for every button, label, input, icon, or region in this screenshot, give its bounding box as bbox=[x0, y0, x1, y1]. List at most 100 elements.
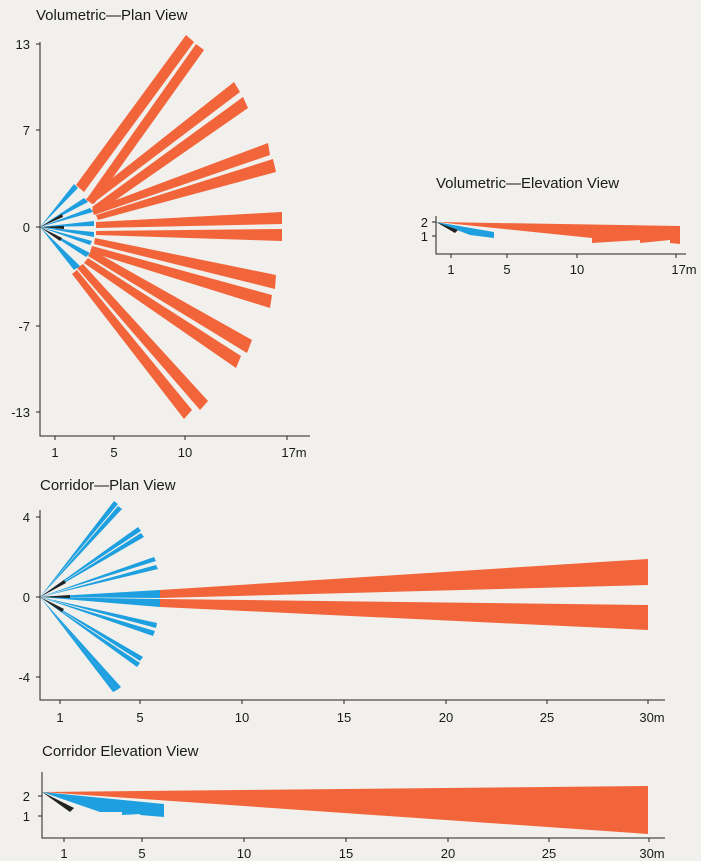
volumetric-elevation-title: Volumetric—Elevation View bbox=[436, 175, 619, 192]
x-tick-label: 10 bbox=[570, 262, 584, 277]
volumetric-plan-dark-beams bbox=[40, 214, 64, 241]
y-tick-label: 2 bbox=[421, 215, 428, 230]
y-tick-label: 2 bbox=[23, 789, 30, 804]
y-tick-label: 7 bbox=[23, 123, 30, 138]
beam-blue bbox=[40, 198, 88, 227]
x-tick-label: 10 bbox=[235, 710, 249, 725]
y-tick-label: 13 bbox=[16, 37, 30, 52]
beam-orange bbox=[77, 264, 208, 410]
beam-blue bbox=[40, 597, 155, 636]
beam-dark bbox=[40, 214, 63, 227]
x-tick-label: 10 bbox=[178, 445, 192, 460]
x-tick-label: 10 bbox=[237, 846, 251, 861]
beam-orange bbox=[96, 212, 282, 228]
beam-blue bbox=[40, 501, 118, 597]
corridor-elevation-orange-beam bbox=[42, 786, 648, 834]
beam-orange bbox=[90, 246, 272, 308]
beam-blue bbox=[40, 533, 144, 597]
corridor-elevation-dark-beam bbox=[42, 792, 74, 812]
y-tick-label: -4 bbox=[18, 670, 30, 685]
corridor-plan-axes bbox=[39, 510, 665, 701]
elevation-blue-beam bbox=[436, 222, 494, 238]
x-tick-label: 20 bbox=[439, 710, 453, 725]
beam-orange bbox=[86, 44, 204, 204]
volumetric-plan-blue-beams bbox=[40, 184, 94, 270]
beam-dark bbox=[40, 595, 70, 598]
beam-blue bbox=[40, 597, 143, 661]
corridor-plan-dark-beams bbox=[40, 580, 70, 612]
beam-blue bbox=[40, 565, 158, 597]
x-tick-label: 1 bbox=[51, 445, 58, 460]
beam-orange bbox=[92, 143, 270, 215]
x-tick-label: 5 bbox=[138, 846, 145, 861]
elevation-dark-beam bbox=[436, 222, 458, 233]
beam-blue bbox=[40, 208, 93, 227]
volumetric-plan-x-ticks: 1 5 10 17m bbox=[51, 436, 307, 460]
beam-orange bbox=[96, 159, 276, 220]
corridor-elevation-title: Corridor Elevation View bbox=[42, 743, 199, 760]
x-tick-label: 17m bbox=[671, 262, 696, 277]
beam-blue bbox=[40, 597, 117, 692]
beam-orange bbox=[96, 229, 282, 241]
x-tick-label: 15 bbox=[339, 846, 353, 861]
corridor-orange-lower-beam bbox=[160, 599, 648, 630]
corridor-orange-upper-beam bbox=[160, 559, 648, 598]
x-tick-label: 5 bbox=[136, 710, 143, 725]
beam-blue bbox=[40, 557, 156, 597]
y-tick-label: -13 bbox=[11, 405, 30, 420]
y-tick-label: 1 bbox=[421, 229, 428, 244]
x-tick-label: 5 bbox=[503, 262, 510, 277]
beam-blue bbox=[40, 597, 121, 690]
corridor-plan-title: Corridor—Plan View bbox=[40, 477, 176, 494]
volumetric-plan-y-ticks: 13 7 0 -7 -13 bbox=[11, 37, 40, 420]
beam-blue bbox=[40, 597, 160, 607]
y-tick-label: 1 bbox=[23, 809, 30, 824]
x-tick-label: 25 bbox=[542, 846, 556, 861]
beam-orange bbox=[84, 258, 241, 368]
beam-orange bbox=[86, 82, 240, 204]
beam-orange bbox=[92, 97, 248, 213]
beam-dark bbox=[40, 597, 64, 612]
beam-orange bbox=[72, 270, 192, 419]
elevation-orange-beam bbox=[436, 222, 680, 244]
corridor-plan-blue-beams bbox=[40, 501, 160, 692]
corridor-elevation-axes bbox=[41, 772, 665, 839]
volumetric-plan-y-axis bbox=[39, 42, 310, 437]
beam-orange bbox=[94, 238, 276, 289]
volumetric-plan-orange-beams bbox=[72, 35, 282, 419]
y-tick-label: 0 bbox=[23, 590, 30, 605]
x-tick-label: 1 bbox=[447, 262, 454, 277]
y-tick-label: 0 bbox=[23, 220, 30, 235]
beam-orange bbox=[76, 35, 194, 192]
x-tick-label: 30m bbox=[639, 710, 664, 725]
volumetric-elevation-panel: 2 1 1 5 10 17m bbox=[421, 215, 697, 277]
beam-blue bbox=[40, 227, 94, 237]
beam-dark bbox=[40, 580, 66, 597]
beam-blue bbox=[40, 597, 157, 628]
corridor-elevation-blue-beam bbox=[42, 792, 164, 817]
y-tick-label: -7 bbox=[18, 319, 30, 334]
y-tick-label: 4 bbox=[23, 510, 30, 525]
beam-blue bbox=[40, 597, 140, 667]
beam-blue bbox=[40, 184, 78, 227]
x-tick-label: 1 bbox=[60, 846, 67, 861]
beam-blue bbox=[40, 227, 80, 270]
x-tick-label: 25 bbox=[540, 710, 554, 725]
volumetric-elevation-axes bbox=[435, 216, 686, 255]
x-tick-label: 20 bbox=[441, 846, 455, 861]
beam-blue bbox=[40, 221, 94, 227]
beam-blue bbox=[40, 506, 122, 597]
beam-blue bbox=[40, 227, 92, 245]
volumetric-plan-panel: 13 7 0 -7 -13 1 5 10 17m bbox=[11, 35, 310, 460]
beam-blue bbox=[40, 527, 141, 597]
beam-dark bbox=[40, 227, 62, 241]
x-tick-label: 17m bbox=[281, 445, 306, 460]
x-tick-label: 30m bbox=[639, 846, 664, 861]
corridor-plan-panel: 4 0 -4 1 5 10 15 20 25 30m bbox=[18, 501, 665, 725]
volumetric-plan-title: Volumetric—Plan View bbox=[36, 7, 188, 24]
x-tick-label: 15 bbox=[337, 710, 351, 725]
beam-orange bbox=[88, 250, 252, 353]
beam-dark bbox=[40, 226, 64, 229]
x-tick-label: 1 bbox=[56, 710, 63, 725]
